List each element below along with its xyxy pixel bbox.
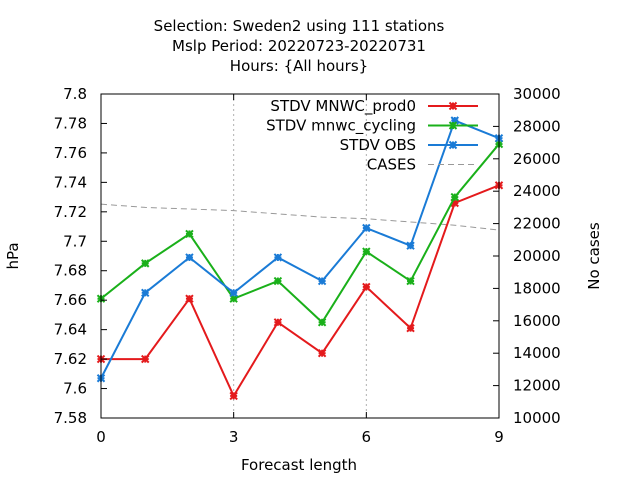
y2-tick-label: 16000 bbox=[513, 312, 561, 330]
data-point bbox=[273, 276, 283, 286]
y-tick-label: 7.6 bbox=[63, 380, 87, 398]
x-tick-label: 3 bbox=[229, 428, 239, 446]
data-point bbox=[362, 282, 371, 292]
y2-tick-label: 30000 bbox=[513, 85, 561, 103]
y2-tick-label: 28000 bbox=[513, 117, 561, 135]
legend-marker bbox=[448, 140, 458, 150]
legend-label: STDV OBS bbox=[340, 136, 416, 154]
data-point bbox=[273, 253, 283, 262]
x-axis-label: Forecast length bbox=[241, 456, 357, 474]
y-tick-label: 7.72 bbox=[54, 203, 87, 221]
x-tick-label: 9 bbox=[494, 428, 504, 446]
y-tick-label: 7.64 bbox=[54, 321, 87, 339]
data-point bbox=[273, 318, 283, 327]
series-line-1 bbox=[100, 143, 500, 324]
legend-label: STDV MNWC_prod0 bbox=[270, 97, 416, 116]
chart-title-line-1: Selection: Sweden2 using 111 stations bbox=[154, 17, 445, 35]
y2-tick-label: 24000 bbox=[513, 182, 561, 200]
data-point bbox=[141, 288, 150, 298]
data-point bbox=[362, 247, 371, 256]
legend-label: CASES bbox=[367, 156, 416, 174]
chart-title-line-3: Hours: {All hours} bbox=[230, 57, 368, 75]
series-line-3 bbox=[100, 203, 500, 231]
y-tick-label: 7.78 bbox=[54, 114, 87, 132]
y-tick-label: 7.58 bbox=[54, 409, 87, 427]
y2-tick-label: 10000 bbox=[513, 409, 561, 427]
series-line-0 bbox=[101, 184, 500, 399]
data-point bbox=[317, 348, 327, 358]
legend-marker bbox=[448, 121, 458, 130]
y-tick-label: 7.74 bbox=[54, 173, 87, 191]
data-point bbox=[141, 259, 150, 268]
y2-tick-label: 18000 bbox=[513, 279, 561, 297]
axis-ticks: 0 3 6 9 7.58 7.6 7.62 7.64 7.66 7.68 7.7 7.72 7.74 7.… bbox=[54, 85, 561, 446]
y-axis-label: hPa bbox=[4, 242, 22, 269]
data-point bbox=[185, 253, 194, 262]
y-tick-label: 7.8 bbox=[63, 85, 87, 103]
data-point bbox=[229, 288, 238, 298]
data-point bbox=[229, 391, 238, 401]
plot-frame bbox=[100, 93, 500, 419]
chart-title-line-2: Mslp Period: 20220723-20220731 bbox=[172, 37, 426, 55]
y-tick-label: 7.66 bbox=[54, 291, 87, 309]
legend-label: STDV mnwc_cycling bbox=[266, 117, 416, 136]
x-tick-label: 0 bbox=[96, 428, 106, 446]
data-point bbox=[185, 294, 194, 303]
y2-tick-label: 26000 bbox=[513, 150, 561, 168]
x-tick-label: 6 bbox=[362, 428, 372, 446]
y-tick-label: 7.62 bbox=[54, 350, 87, 368]
y2-tick-label: 22000 bbox=[513, 215, 561, 233]
y2-tick-label: 14000 bbox=[513, 344, 561, 362]
y2-axis-label: No cases bbox=[585, 222, 603, 290]
data-point bbox=[362, 223, 371, 233]
data-point bbox=[141, 354, 150, 364]
data-point bbox=[317, 276, 327, 286]
data-point bbox=[450, 192, 459, 202]
y2-tick-label: 20000 bbox=[513, 247, 561, 265]
y-tick-label: 7.76 bbox=[54, 144, 87, 162]
y-tick-label: 7.68 bbox=[54, 262, 87, 280]
grid bbox=[233, 94, 367, 418]
data-point bbox=[317, 318, 327, 327]
data-point bbox=[185, 229, 194, 239]
y-tick-label: 7.7 bbox=[63, 232, 87, 250]
y2-tick-label: 12000 bbox=[513, 377, 561, 395]
data-point bbox=[406, 276, 415, 286]
legend-marker bbox=[448, 101, 458, 111]
data-layer bbox=[96, 116, 504, 401]
series-line-2 bbox=[100, 119, 500, 379]
data-point bbox=[406, 323, 415, 333]
data-point bbox=[406, 241, 415, 250]
